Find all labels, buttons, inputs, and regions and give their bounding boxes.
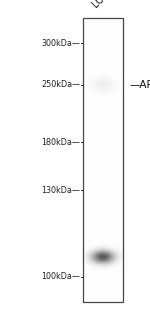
Text: 180kDa—: 180kDa— [41,138,80,147]
Text: 130kDa—: 130kDa— [41,186,80,195]
Text: 100kDa—: 100kDa— [41,272,80,281]
Text: 300kDa—: 300kDa— [41,39,80,48]
Text: 250kDa—: 250kDa— [41,80,80,89]
Text: LO2: LO2 [90,0,110,10]
Bar [83,18,123,302]
Text: —ARID2: —ARID2 [129,80,150,90]
